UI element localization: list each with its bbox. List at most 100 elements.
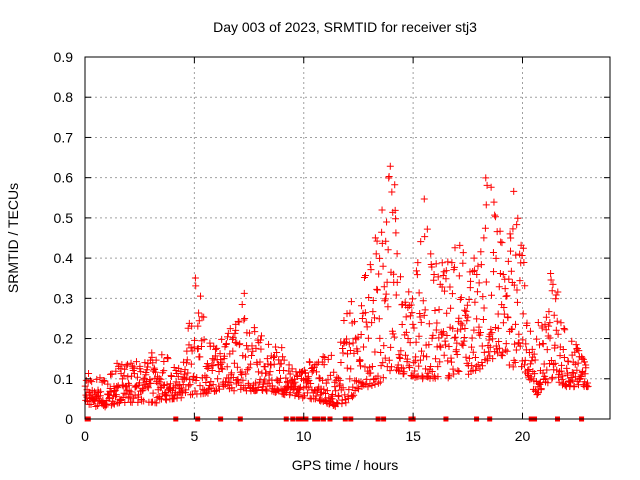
data-point [182, 374, 190, 382]
data-point [556, 368, 564, 376]
data-point [360, 343, 368, 351]
data-point [513, 221, 521, 229]
data-point [373, 237, 381, 245]
data-point [263, 355, 271, 363]
data-point [363, 375, 371, 383]
y-tick-label: 0.8 [54, 89, 74, 105]
data-point [113, 383, 121, 391]
data-point [412, 353, 420, 361]
data-point [450, 370, 458, 378]
data-point [531, 356, 539, 364]
data-point [379, 374, 387, 382]
data-point [186, 381, 194, 389]
data-point [209, 381, 217, 389]
data-point [496, 269, 504, 277]
data-point [469, 348, 477, 356]
data-point [536, 379, 544, 387]
data-point [406, 339, 414, 347]
data-point [498, 352, 506, 360]
data-point [467, 277, 475, 285]
data-point [203, 373, 211, 381]
data-point [421, 306, 429, 314]
data-point [472, 366, 480, 374]
data-point [241, 315, 249, 323]
data-point [92, 402, 100, 410]
y-tick-label: 0.6 [54, 170, 74, 186]
data-point [218, 335, 226, 343]
x-axis-label: GPS time / hours [292, 457, 399, 473]
data-point [568, 368, 576, 376]
data-point [204, 365, 212, 373]
data-point [507, 234, 515, 242]
data-point [354, 347, 362, 355]
data-point [416, 313, 424, 321]
data-point [547, 357, 555, 365]
data-point [301, 392, 309, 400]
data-point [392, 291, 400, 299]
data-point [392, 215, 400, 223]
data-point [230, 387, 238, 395]
data-point [546, 334, 554, 342]
data-point [570, 369, 578, 377]
data-point [288, 365, 296, 373]
data-point [192, 376, 200, 384]
data-point [403, 355, 411, 363]
data-point [491, 213, 499, 221]
data-point [194, 322, 202, 330]
data-point [504, 257, 512, 265]
data-point [480, 348, 488, 356]
data-point [500, 310, 508, 318]
data-point [417, 318, 425, 326]
data-point [487, 325, 495, 333]
data-point [379, 359, 387, 367]
data-point [187, 360, 195, 368]
data-point [86, 376, 94, 384]
data-point [537, 385, 545, 393]
data-point [382, 295, 390, 303]
data-point [478, 342, 486, 350]
data-point [419, 352, 427, 360]
data-point [418, 372, 426, 380]
data-point [408, 309, 416, 317]
data-point [350, 391, 358, 399]
data-point [494, 349, 502, 357]
data-point [548, 373, 556, 381]
y-axis-label: SRMTID / TECUs [5, 183, 21, 293]
data-point [531, 370, 539, 378]
y-tick-label: 0.9 [54, 49, 74, 65]
x-tick-label: 20 [515, 428, 531, 444]
data-point [522, 340, 530, 348]
data-point [516, 277, 524, 285]
data-point [457, 319, 465, 327]
data-point [489, 335, 497, 343]
data-point [377, 362, 385, 370]
data-point [486, 343, 494, 351]
data-point [383, 218, 391, 226]
data-point [485, 336, 493, 344]
data-point [331, 383, 339, 391]
data-point [581, 378, 589, 386]
data-point [519, 336, 527, 344]
data-point [505, 275, 513, 283]
data-point [330, 368, 338, 376]
data-point [521, 282, 529, 290]
data-point [383, 278, 391, 286]
data-point [349, 393, 357, 401]
data-point [140, 397, 148, 405]
data-point [469, 267, 477, 275]
data-point [428, 367, 436, 375]
data-point [381, 354, 389, 362]
data-point [464, 313, 472, 321]
data-point [516, 342, 524, 350]
y-tick-label: 0.5 [54, 210, 74, 226]
data-point [122, 362, 130, 370]
data-point [347, 365, 355, 373]
data-point [231, 329, 239, 337]
data-point [460, 333, 468, 341]
data-point [177, 368, 185, 376]
data-point [468, 362, 476, 370]
data-point [153, 399, 161, 407]
data-point [121, 365, 129, 373]
data-point [157, 375, 165, 383]
data-point [487, 183, 495, 191]
